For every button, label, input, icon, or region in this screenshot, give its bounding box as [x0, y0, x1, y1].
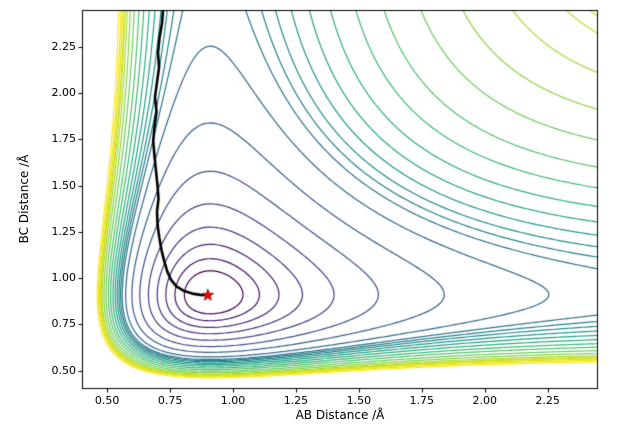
y-tick-label: 2.00: [51, 86, 77, 100]
x-tick-label: 1.25: [283, 394, 309, 407]
y-tick-label: 0.75: [51, 317, 77, 331]
x-tick-label: 1.00: [220, 394, 246, 407]
x-tick-label: 0.75: [157, 394, 183, 407]
y-tick-label: 0.50: [51, 363, 77, 377]
x-axis-label: AB Distance /Å: [295, 408, 385, 422]
x-tick-label: 2.25: [535, 394, 560, 407]
y-tick-label: 2.25: [51, 39, 77, 53]
y-tick-label: 1.00: [51, 271, 77, 285]
x-tick-label: 0.50: [94, 394, 120, 407]
x-tick-label: 1.75: [409, 394, 435, 407]
x-tick-label: 1.50: [346, 394, 372, 407]
y-tick-label: 1.50: [51, 178, 77, 192]
y-tick-label: 1.25: [51, 224, 77, 238]
y-axis-label: BC Distance /Å: [17, 154, 31, 244]
x-tick-label: 2.00: [472, 394, 497, 407]
y-tick-label: 1.75: [51, 132, 77, 146]
